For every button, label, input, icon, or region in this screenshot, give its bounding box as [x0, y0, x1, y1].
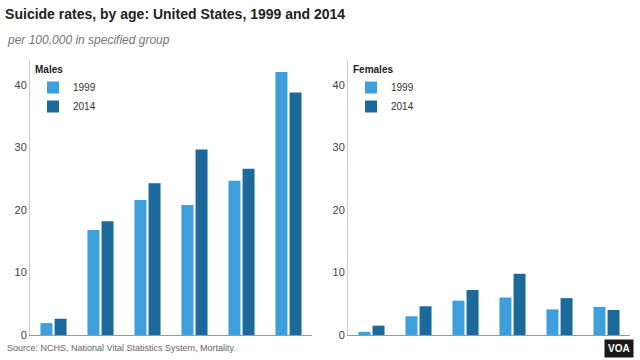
svg-text:0: 0 — [21, 329, 27, 341]
svg-text:1999: 1999 — [73, 82, 96, 93]
svg-text:0: 0 — [339, 329, 345, 341]
svg-text:40: 40 — [333, 79, 345, 91]
svg-text:Source: NCHS, National Vital S: Source: NCHS, National Vital Statistics … — [7, 343, 236, 353]
svg-text:Males: Males — [35, 64, 63, 75]
svg-text:30: 30 — [15, 141, 27, 153]
svg-text:2014: 2014 — [73, 101, 96, 112]
svg-text:20: 20 — [333, 204, 345, 216]
svg-text:10: 10 — [333, 266, 345, 278]
svg-text:per 100,000 in specified group: per 100,000 in specified group — [7, 33, 170, 47]
svg-text:Females: Females — [353, 64, 393, 75]
svg-text:20: 20 — [15, 204, 27, 216]
svg-text:40: 40 — [15, 79, 27, 91]
svg-text:30: 30 — [333, 141, 345, 153]
svg-text:1999: 1999 — [391, 82, 414, 93]
svg-text:VOA: VOA — [608, 343, 630, 354]
svg-text:Suicide rates, by age: United: Suicide rates, by age: United States, 19… — [5, 6, 345, 22]
svg-text:2014: 2014 — [391, 101, 414, 112]
svg-text:10: 10 — [15, 266, 27, 278]
